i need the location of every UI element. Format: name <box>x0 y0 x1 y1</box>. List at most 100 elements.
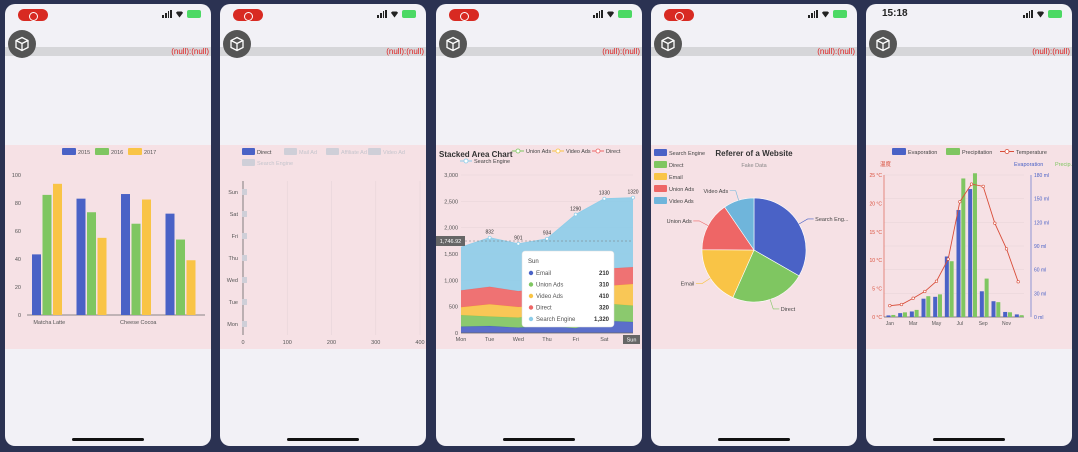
x-tick-label: Wed <box>513 337 524 343</box>
nav-null-label: (null):(null) <box>1032 47 1070 56</box>
tooltip-marker <box>528 305 534 310</box>
line-point <box>958 200 962 204</box>
cube-icon[interactable] <box>223 30 251 58</box>
chart-title: Referer of a Website <box>715 149 793 158</box>
legend-swatch <box>654 185 667 192</box>
bar-stub <box>242 255 247 261</box>
wifi-icon <box>1036 11 1045 18</box>
chart-area: Search Engine Direct Email Union Ads Video A… <box>651 145 857 349</box>
pie-slice-Direct <box>732 249 800 303</box>
legend-marker <box>595 148 601 154</box>
home-indicator[interactable] <box>287 438 359 441</box>
home-indicator[interactable] <box>718 438 790 441</box>
line-point <box>899 302 904 307</box>
wifi-icon <box>175 11 184 18</box>
line-point <box>911 296 915 300</box>
bar-2017 <box>186 260 196 315</box>
bar-Evaporation <box>898 313 903 317</box>
y-tick-label: 2,500 <box>444 199 458 205</box>
screen-record-indicator[interactable] <box>449 9 479 21</box>
y-tick-label-right: 60 ml <box>1034 268 1046 274</box>
bar-Evaporation <box>921 298 926 317</box>
bar-2017 <box>97 237 107 315</box>
y-tick-label: 2,000 <box>444 226 458 232</box>
pie-label: Union Ads <box>667 219 692 225</box>
nav-bar: (null):(null) <box>220 47 426 56</box>
screen-record-indicator[interactable] <box>18 9 48 21</box>
battery-icon <box>618 10 632 18</box>
wifi-icon <box>390 11 399 18</box>
y-tick-label: 40 <box>15 257 21 263</box>
cube-icon[interactable] <box>8 30 36 58</box>
line-Temperature <box>889 183 1019 307</box>
legend-swatch <box>242 159 255 166</box>
home-indicator[interactable] <box>933 438 1005 441</box>
x-tick-label: Sep <box>979 321 988 327</box>
data-point <box>602 196 607 201</box>
bar-Evaporation <box>886 315 891 317</box>
legend-swatch <box>654 149 667 156</box>
pie-label-line <box>729 190 739 201</box>
data-point <box>516 241 521 246</box>
legend-swatch <box>242 148 255 155</box>
legend-label: Search Engine <box>474 159 510 165</box>
y-tick-label-right: 0 ml <box>1034 315 1043 321</box>
legend-swatch <box>128 148 142 155</box>
legend-label: Video Ads <box>566 149 591 155</box>
cube-icon[interactable] <box>439 30 467 58</box>
chart-title: Stacked Area Chart <box>439 150 513 159</box>
home-indicator[interactable] <box>72 438 144 441</box>
y-tick-label: 20 <box>15 285 21 291</box>
legend-label: Email <box>669 175 683 181</box>
screen-record-indicator[interactable] <box>233 9 263 21</box>
legend-label: Search Engine <box>257 161 293 167</box>
legend-marker <box>555 148 561 154</box>
status-bar <box>436 4 642 24</box>
phone-screen-1: (null):(null) 2015 2016 2017 0 20 40 60 80 100 Ma… <box>5 4 211 446</box>
x-tick-label: Fri <box>572 337 578 343</box>
legend-marker <box>515 148 521 154</box>
battery-icon <box>187 10 201 18</box>
data-point <box>487 235 492 240</box>
bar-2016 <box>42 194 52 315</box>
bar-stub <box>242 233 247 239</box>
cube-icon[interactable] <box>869 30 897 58</box>
y-tick-label: 60 <box>15 229 21 235</box>
legend-label: Affiliate Ad <box>341 150 367 156</box>
system-icons <box>162 10 201 18</box>
chart-area: Direct Mail Ad Affiliate Ad Video Ad Search … <box>220 145 426 349</box>
nav-null-label: (null):(null) <box>602 47 640 56</box>
status-bar <box>220 4 426 24</box>
data-label: 934 <box>543 231 552 237</box>
data-label: 1330 <box>599 191 610 197</box>
bar-2015 <box>165 213 175 315</box>
x-tick-label: 400 <box>415 340 424 346</box>
y-tick-label-right: 180 ml <box>1034 173 1049 179</box>
signal-icon <box>593 10 603 18</box>
line-point <box>1004 247 1009 251</box>
horizontal-bar-chart: Direct Mail Ad Affiliate Ad Video Ad Search … <box>227 148 425 346</box>
pie-label: Direct <box>781 307 796 313</box>
screen-record-indicator[interactable] <box>664 9 694 21</box>
bar-stub <box>242 277 247 283</box>
phone-screen-4: (null):(null) Search Engine Direct Email Un… <box>651 4 857 446</box>
legend-label: Union Ads <box>669 187 694 193</box>
tooltip-series-value: 410 <box>599 294 610 300</box>
pie-label-line <box>695 277 711 284</box>
bar-Evaporation <box>944 256 949 317</box>
pie-label-line <box>769 299 780 310</box>
pie-label: Search Eng... <box>815 217 849 223</box>
data-point <box>573 212 578 217</box>
home-indicator[interactable] <box>503 438 575 441</box>
wifi-icon <box>606 11 615 18</box>
y-tick-label: 1,000 <box>444 278 458 284</box>
line-point <box>993 221 997 225</box>
cube-icon[interactable] <box>654 30 682 58</box>
y-tick-label: 3,000 <box>444 173 458 179</box>
legend-swatch <box>654 161 667 168</box>
axis-pointer-x-box <box>623 335 640 344</box>
bar-Evaporation <box>991 301 996 317</box>
signal-icon <box>808 10 818 18</box>
pie-label: Email <box>681 282 695 288</box>
x-tick-label: 200 <box>327 340 336 346</box>
